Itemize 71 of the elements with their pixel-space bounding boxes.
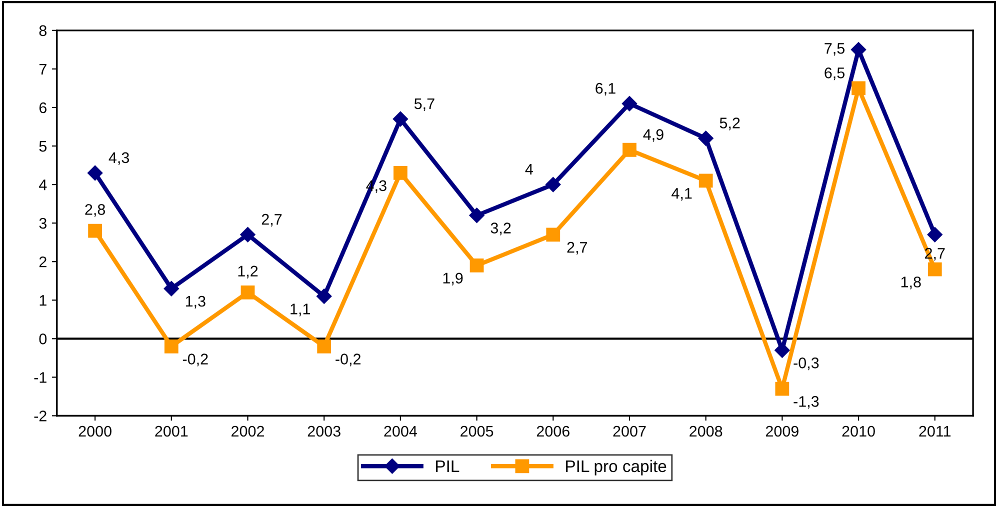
x-tick-label: 2004 <box>384 426 417 437</box>
data-label: -1,3 <box>794 396 819 409</box>
data-label: 1,2 <box>238 266 258 278</box>
point <box>316 288 332 304</box>
point <box>394 166 408 180</box>
data-label: 1,9 <box>443 272 463 286</box>
point <box>850 42 866 58</box>
data-label: 2,7 <box>567 242 587 255</box>
point <box>622 142 636 157</box>
data-label: -0,3 <box>794 358 819 370</box>
point <box>774 342 790 358</box>
x-tick-label: 2001 <box>155 426 188 437</box>
y-tick-label: 4 <box>39 180 47 190</box>
point <box>928 262 942 276</box>
x-tick-label: 2011 <box>919 426 951 437</box>
point <box>240 285 255 300</box>
y-tick-label: 3 <box>39 218 46 229</box>
data-label: 5,2 <box>720 118 740 130</box>
y-tick-label: 8 <box>39 25 46 36</box>
point <box>698 174 713 188</box>
point <box>87 165 103 181</box>
x-tick-label: 2009 <box>766 426 798 437</box>
point <box>622 96 638 112</box>
y-tick-label: 1 <box>40 295 46 306</box>
x-tick-label: 2008 <box>690 426 722 437</box>
point <box>240 227 256 242</box>
data-label: 1,1 <box>290 304 310 316</box>
point <box>164 281 179 296</box>
data-label: 1,3 <box>186 296 206 308</box>
data-label: 2,7 <box>262 214 282 227</box>
y-tick-label: 7 <box>39 64 46 74</box>
data-label: 2,8 <box>85 204 106 217</box>
data-label: 3,2 <box>490 222 511 236</box>
data-label: 7,5 <box>824 43 845 56</box>
data-label: 4,1 <box>672 188 692 201</box>
point <box>164 339 178 354</box>
point <box>927 227 942 242</box>
data-label: 6,5 <box>824 68 845 80</box>
y-tick-label: 0 <box>39 334 47 344</box>
point <box>317 339 332 354</box>
data-label: 4 <box>525 164 533 174</box>
point <box>470 258 484 272</box>
x-tick-label: 2005 <box>460 426 494 437</box>
x-tick-label: 2010 <box>842 426 875 437</box>
x-tick-label: 2006 <box>536 426 570 437</box>
point <box>775 382 790 396</box>
point <box>546 176 561 192</box>
legend-label: PIL pro capite <box>566 460 666 476</box>
point <box>392 111 408 127</box>
data-label: -0,2 <box>182 354 208 366</box>
data-label: 4,3 <box>108 152 130 165</box>
legend-label: PIL <box>436 460 460 472</box>
data-label: 6,1 <box>596 82 616 96</box>
y-tick-label: 5 <box>39 141 47 152</box>
data-label: 1,8 <box>901 276 921 290</box>
data-label: -0,2 <box>336 354 360 366</box>
y-tick-label: 6 <box>39 102 46 114</box>
point <box>698 130 714 146</box>
data-label: 5,7 <box>414 98 434 111</box>
x-tick-label: 2000 <box>78 426 112 437</box>
y-tick-label: 2 <box>39 256 46 268</box>
y-tick-label: -2 <box>34 410 46 422</box>
point <box>88 224 102 238</box>
point <box>852 81 866 96</box>
point <box>546 228 560 242</box>
x-tick-label: 2002 <box>232 426 264 437</box>
y-tick-label: -1 <box>34 372 46 383</box>
x-tick-label: 2007 <box>613 426 646 437</box>
x-tick-label: 2003 <box>308 426 340 437</box>
point <box>469 208 484 223</box>
data-label: 4,9 <box>643 129 664 142</box>
